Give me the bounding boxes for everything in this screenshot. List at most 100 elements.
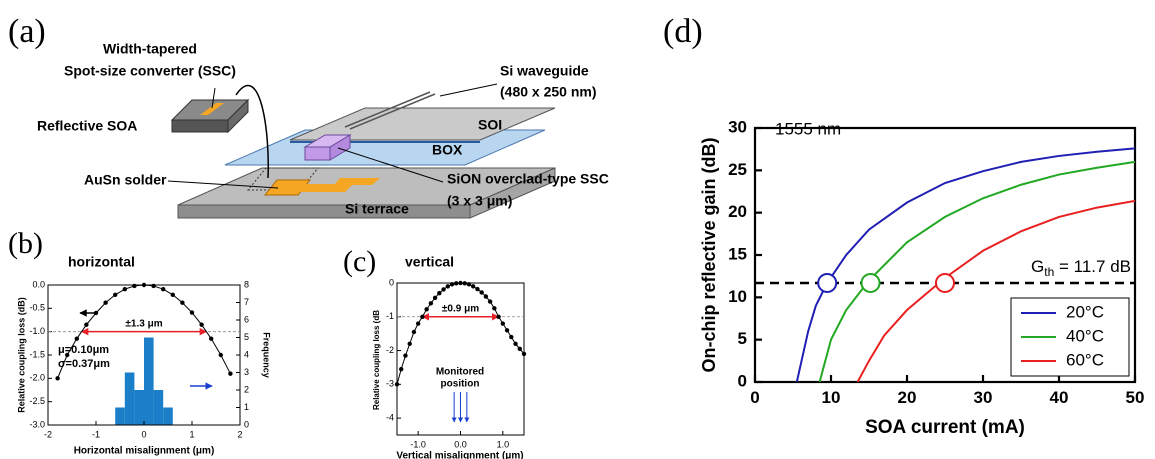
y-tick-label: -2.5	[29, 396, 45, 406]
y-tick-label: 20	[728, 202, 747, 221]
data-point	[123, 287, 127, 291]
data-point	[446, 284, 450, 288]
y-tick-label: -1.5	[29, 349, 45, 359]
x-tick-label: 0	[141, 430, 146, 440]
data-point	[492, 306, 496, 310]
data-point	[171, 293, 175, 297]
y-tick-label: 0	[389, 277, 394, 287]
x-tick-label: 0	[750, 388, 759, 407]
y-tick-label: 30	[728, 117, 747, 136]
data-point	[454, 281, 458, 285]
y2-tick-label: 8	[244, 279, 249, 289]
x-tick-label: -1	[92, 430, 100, 440]
data-point	[75, 336, 79, 340]
threshold-label: Gth = 11.7 dB	[1031, 257, 1131, 279]
y-tick-label: 0.0	[32, 279, 45, 289]
histogram-bar	[163, 408, 173, 426]
threshold-marker	[936, 274, 954, 292]
y-axis-label: On-chip reflective gain (dB)	[699, 137, 719, 372]
x-axis-label: SOA current (mA)	[865, 417, 1025, 438]
soa-front	[172, 120, 228, 132]
y2-tick-label: 6	[244, 314, 249, 324]
data-point	[433, 296, 437, 300]
data-point	[395, 382, 399, 386]
data-point	[113, 293, 117, 297]
data-point	[55, 376, 59, 380]
si-terrace-front	[178, 205, 470, 218]
data-point	[151, 284, 155, 288]
data-point	[190, 310, 194, 314]
histogram-bar	[125, 373, 135, 426]
diagram-text: Width-tapered	[103, 41, 197, 57]
data-point	[399, 367, 403, 371]
data-point	[416, 321, 420, 325]
data-point	[429, 301, 433, 305]
histogram-bar	[134, 390, 144, 425]
diagram-text: BOX	[432, 142, 463, 158]
x-tick-label: -1.0	[410, 440, 426, 450]
span-label: ±1.3 μm	[125, 318, 162, 329]
annotation: μ=0.10μm	[58, 344, 109, 356]
diagram-text: (480 x 250 nm)	[500, 84, 597, 100]
y-tick-label: -1.0	[29, 326, 45, 336]
y-tick-label: -2.0	[29, 373, 45, 383]
legend-label: 60°C	[1066, 350, 1104, 369]
page: { "diagram": { "label": "(a)", "labels":…	[0, 0, 1155, 459]
data-point	[103, 301, 107, 305]
histogram-bar	[115, 408, 125, 426]
data-point	[484, 294, 488, 298]
data-point	[450, 282, 454, 286]
diagram-text: SiON overclad-type SSC	[447, 171, 609, 187]
data-point	[509, 335, 513, 339]
x-tick-label: 50	[1126, 388, 1145, 407]
y2-tick-label: 7	[244, 297, 249, 307]
y-tick-label: -0.5	[29, 303, 45, 313]
data-point	[94, 311, 98, 315]
y2-tick-label: 5	[244, 332, 249, 342]
y-tick-label: -1	[386, 311, 394, 321]
diagram-text: SOI	[478, 117, 502, 133]
y-tick-label: 10	[728, 287, 747, 306]
histogram-bar	[144, 338, 154, 426]
histogram-bar	[154, 390, 164, 425]
data-point	[458, 281, 462, 285]
legend-label: 40°C	[1066, 326, 1104, 345]
threshold-label-part: th	[1044, 265, 1054, 279]
x-tick-label: 30	[974, 388, 993, 407]
data-point	[228, 371, 232, 375]
data-point	[522, 352, 526, 356]
diagram-text: Spot-size converter (SSC)	[64, 63, 236, 79]
data-point	[467, 282, 471, 286]
panel-label: (c)	[343, 245, 376, 278]
panel-label: (b)	[8, 227, 43, 260]
data-point	[505, 328, 509, 332]
threshold-label-part: G	[1031, 257, 1044, 276]
data-point	[161, 287, 165, 291]
data-point	[441, 287, 445, 291]
x-tick-label: 2	[237, 430, 242, 440]
data-point	[513, 342, 517, 346]
y2-axis-label: Frequency	[262, 332, 272, 378]
data-point	[403, 353, 407, 357]
diagram-text: (3 x 3 μm)	[447, 193, 512, 209]
data-point	[424, 307, 428, 311]
threshold-marker	[818, 274, 836, 292]
data-point	[475, 287, 479, 291]
ssc-box	[305, 147, 330, 160]
x-tick-label: 1.0	[497, 440, 510, 450]
y-tick-label: -4	[386, 412, 394, 422]
data-point	[180, 301, 184, 305]
data-point	[84, 322, 88, 326]
x-tick-label: 0.0	[454, 440, 467, 450]
data-point	[518, 347, 522, 351]
y-axis-label: Relative coupling loss (dB)	[16, 297, 26, 413]
diagram-a: (a) Width-tapered Spot-size converter	[8, 13, 609, 218]
y-tick-label: -2	[386, 345, 394, 355]
diagram-text: Si waveguide	[500, 63, 589, 79]
annotation: 1555 nm	[775, 119, 841, 138]
data-point	[132, 284, 136, 288]
data-point	[501, 321, 505, 325]
x-axis-label: Vertical misalignment (μm)	[396, 451, 523, 459]
